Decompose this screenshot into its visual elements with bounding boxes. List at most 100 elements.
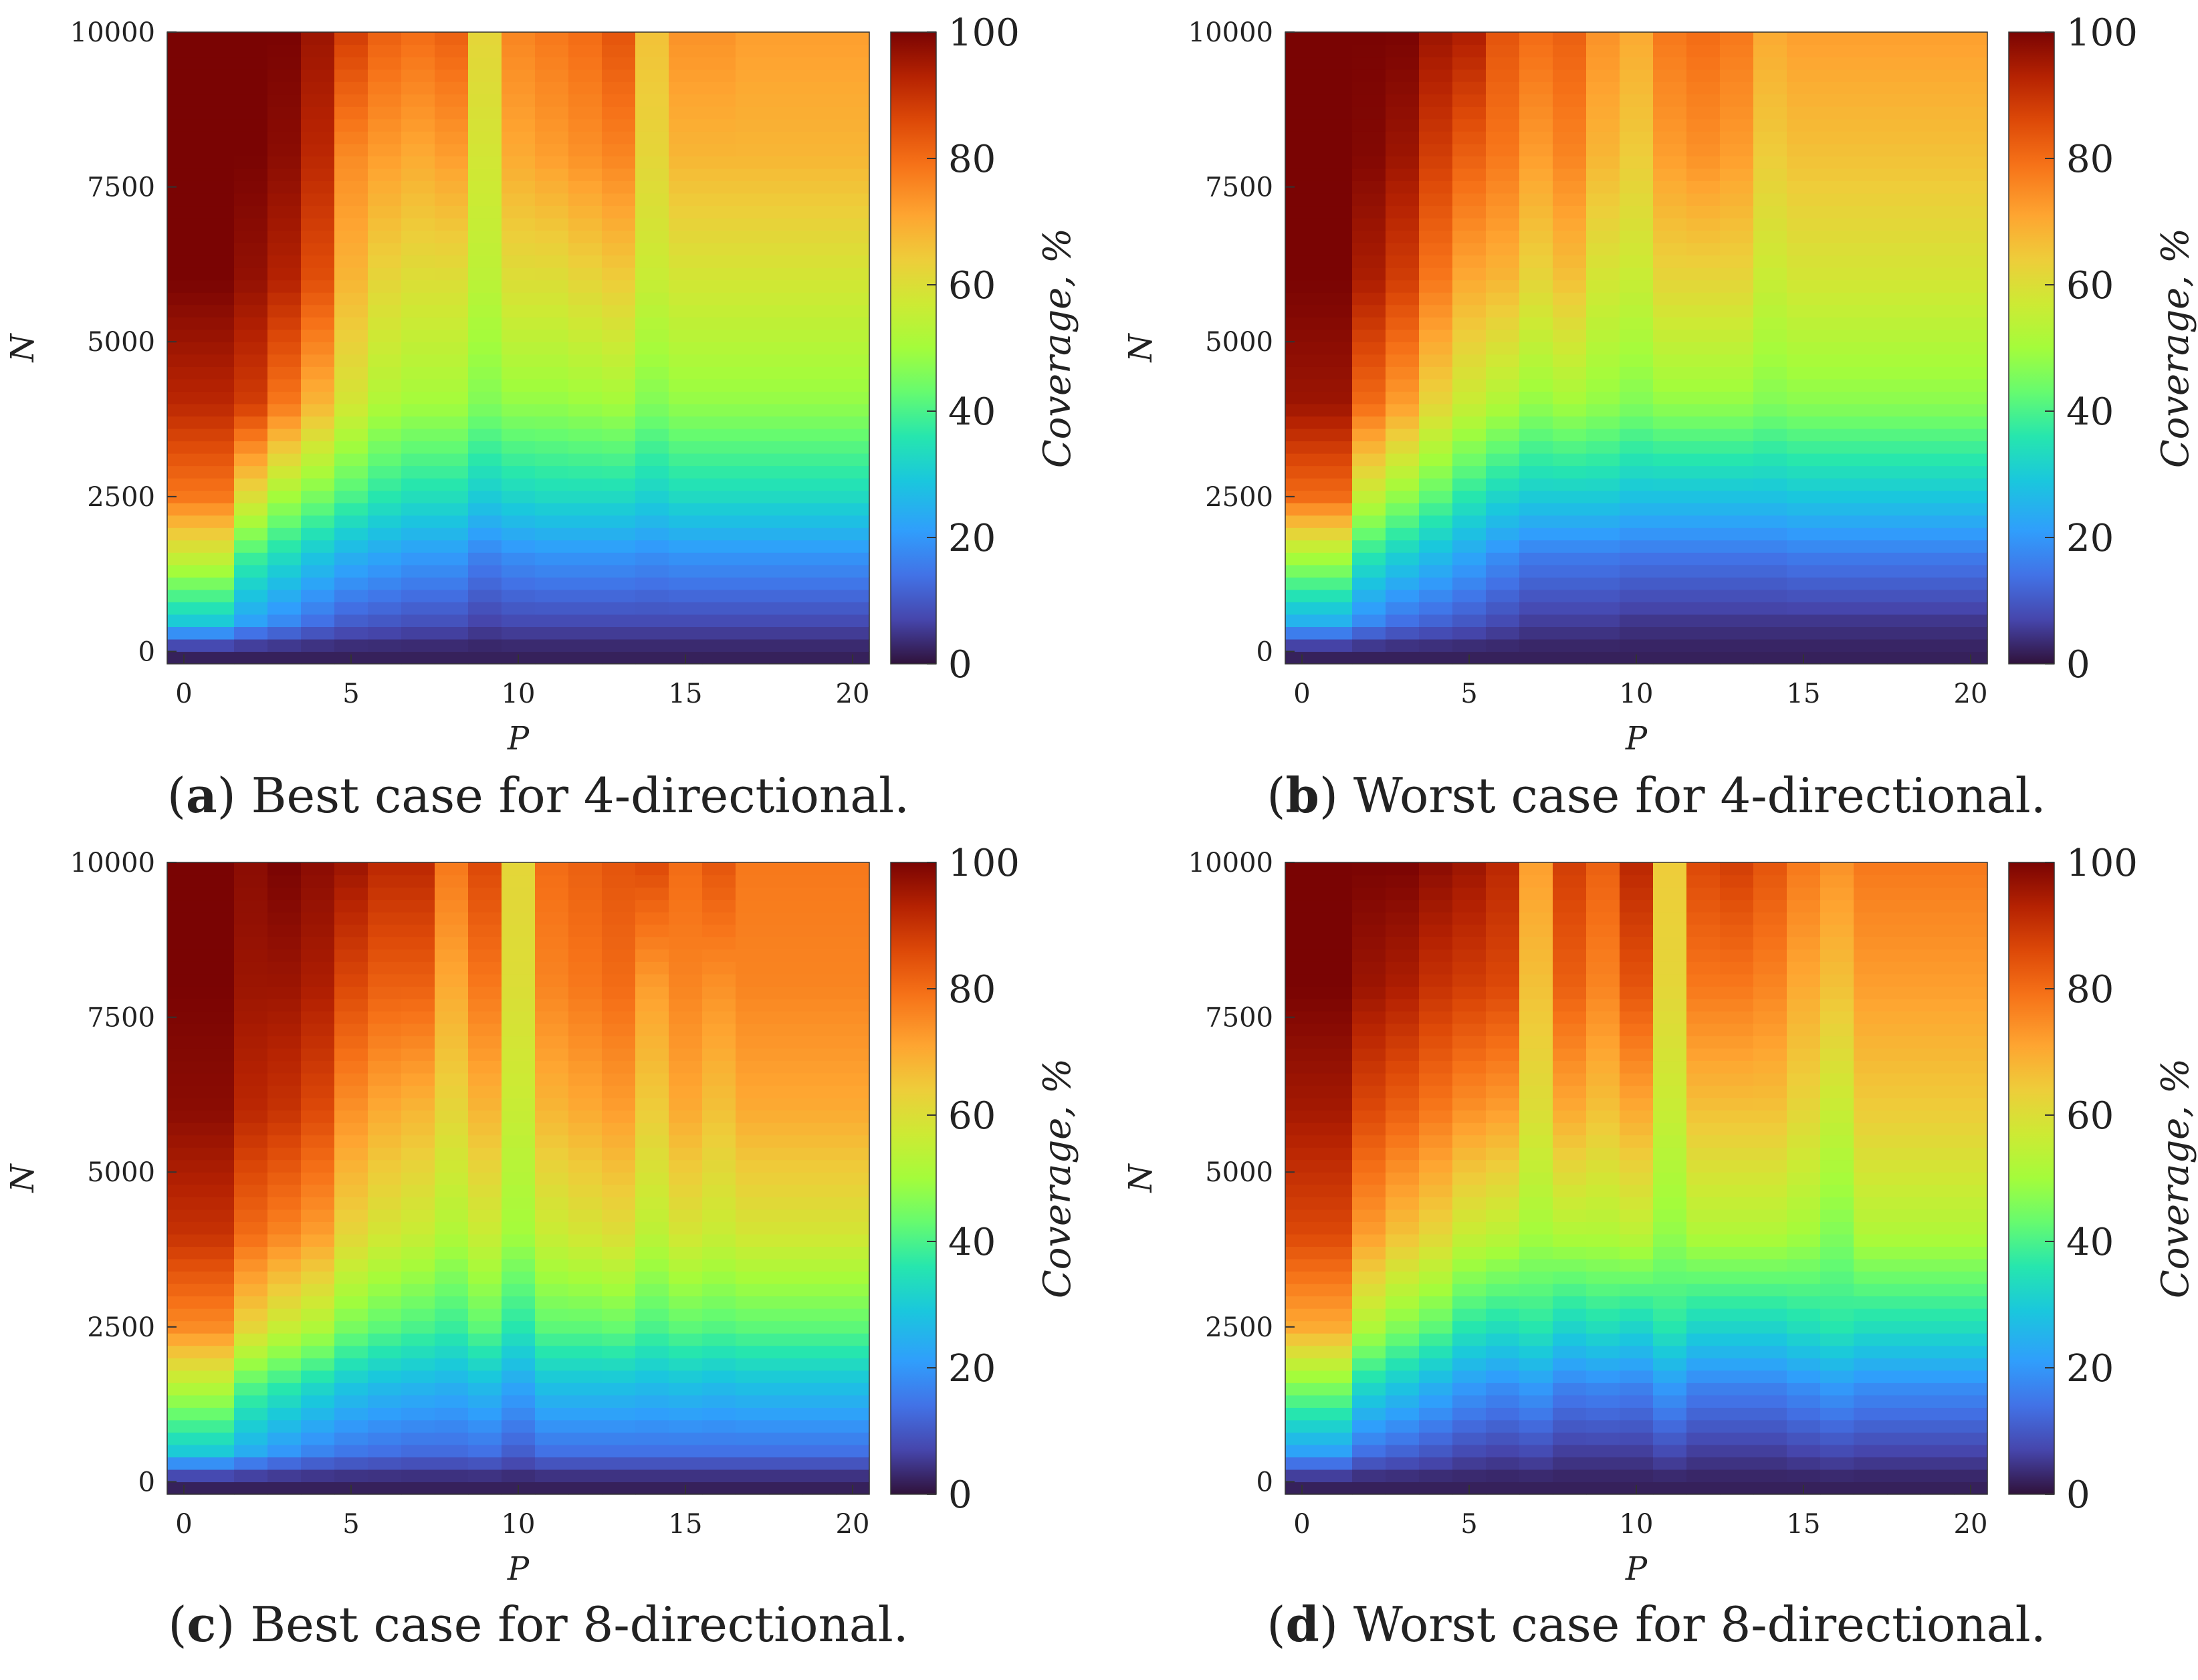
heatmap-cell: [769, 1258, 803, 1272]
heatmap-cell: [635, 69, 669, 82]
heatmap-cell: [502, 1432, 536, 1445]
heatmap-cell: [669, 1159, 703, 1173]
heatmap-cell: [669, 973, 703, 987]
heatmap-cell: [1887, 1221, 1921, 1235]
heatmap-cell: [502, 279, 536, 293]
heatmap-cell: [702, 912, 736, 925]
heatmap-cell: [334, 1284, 368, 1297]
heatmap-cell: [1753, 378, 1787, 392]
heatmap-cell: [468, 131, 502, 144]
heatmap-cell: [1620, 1444, 1654, 1458]
heatmap-cell: [1653, 193, 1687, 207]
heatmap-cell: [502, 243, 536, 256]
heatmap-cell: [234, 1209, 268, 1222]
heatmap-cell: [1452, 1308, 1487, 1322]
heatmap-cell: [1753, 94, 1787, 107]
heatmap-cell: [702, 503, 736, 516]
heatmap-cell: [1787, 1395, 1821, 1408]
heatmap-cell: [1753, 515, 1787, 528]
heatmap-cell: [1820, 1395, 1854, 1408]
heatmap-cell: [1620, 143, 1654, 156]
heatmap-cell: [769, 416, 803, 429]
heatmap-cell: [1920, 539, 1955, 553]
heatmap-cell: [802, 887, 837, 901]
heatmap-cell: [669, 453, 703, 467]
heatmap-cell: [201, 626, 235, 640]
heatmap-cell: [836, 1345, 870, 1358]
heatmap-cell: [368, 638, 402, 652]
heatmap-cell: [1854, 1085, 1888, 1098]
heatmap-cell: [1285, 69, 1319, 82]
heatmap-cell: [1820, 1296, 1854, 1309]
heatmap-cell: [1486, 1370, 1520, 1383]
heatmap-cell: [401, 626, 435, 640]
heatmap-cell: [1285, 552, 1319, 566]
heatmap-cell: [836, 106, 870, 120]
heatmap-cell: [1519, 1333, 1553, 1346]
heatmap-cell: [1653, 1432, 1687, 1445]
heatmap-cell: [836, 168, 870, 181]
heatmap-cell: [1319, 329, 1353, 342]
heatmap-cell: [1920, 366, 1955, 380]
heatmap-cell: [1319, 961, 1353, 975]
heatmap-cell: [1887, 1308, 1921, 1322]
heatmap-cell: [201, 1159, 235, 1173]
y-axis-label: N: [1122, 1163, 1160, 1193]
heatmap-cell: [401, 1345, 435, 1358]
heatmap-cell: [1319, 552, 1353, 566]
heatmap-cell: [334, 1197, 368, 1210]
heatmap-cell: [1419, 69, 1453, 82]
heatmap-cell: [1386, 937, 1420, 950]
heatmap-cell: [334, 428, 368, 442]
heatmap-cell: [1753, 1271, 1787, 1284]
heatmap-cell: [401, 428, 435, 442]
heatmap-cell: [1553, 1147, 1587, 1161]
heatmap-cell: [1419, 961, 1453, 975]
heatmap-cell: [1920, 862, 1955, 876]
heatmap-cell: [1386, 1134, 1420, 1148]
heatmap-cell: [1753, 441, 1787, 454]
heatmap-cell: [1586, 1333, 1620, 1346]
heatmap-cell: [802, 82, 837, 95]
heatmap-cell: [836, 1320, 870, 1334]
heatmap-cell: [1854, 465, 1888, 479]
heatmap-cell: [1620, 69, 1654, 82]
heatmap-cell: [736, 82, 770, 95]
heatmap-cell: [1553, 1233, 1587, 1247]
heatmap-cell: [502, 1085, 536, 1098]
heatmap-cell: [368, 441, 402, 454]
heatmap-cell: [401, 1060, 435, 1074]
heatmap-cell: [702, 1110, 736, 1123]
heatmap-cell: [1285, 1172, 1319, 1185]
heatmap-cell: [1753, 503, 1787, 516]
heatmap-cell: [535, 243, 569, 256]
colorbar-tick-label: 20: [948, 1347, 996, 1391]
heatmap-cell: [1452, 490, 1487, 503]
heatmap-cell: [602, 1122, 636, 1136]
heatmap-cell: [301, 354, 335, 367]
heatmap-cell: [1586, 602, 1620, 615]
heatmap-cell: [1686, 1233, 1721, 1247]
heatmap-cell: [602, 1073, 636, 1086]
heatmap-cell: [535, 1358, 569, 1371]
x-tick-label: 0: [175, 1509, 192, 1540]
heatmap-cell: [1720, 267, 1754, 281]
heatmap-cell: [635, 342, 669, 355]
heatmap-cell: [1386, 304, 1420, 318]
heatmap-cell: [1352, 342, 1386, 355]
heatmap-cell: [1820, 1258, 1854, 1272]
heatmap-cell: [1753, 131, 1787, 144]
heatmap-cell: [1720, 986, 1754, 999]
heatmap-cell: [1386, 1036, 1420, 1049]
heatmap-cell: [535, 403, 569, 417]
heatmap-cell: [635, 490, 669, 503]
heatmap-cell: [1519, 143, 1553, 156]
heatmap-cell: [1653, 564, 1687, 578]
heatmap-cell: [1352, 626, 1386, 640]
heatmap-cell: [1954, 527, 1988, 541]
heatmap-cell: [468, 391, 502, 404]
heatmap-cell: [201, 527, 235, 541]
heatmap-cell: [1519, 230, 1553, 243]
heatmap-cell: [1553, 1308, 1587, 1322]
heatmap-cell: [1386, 1407, 1420, 1421]
